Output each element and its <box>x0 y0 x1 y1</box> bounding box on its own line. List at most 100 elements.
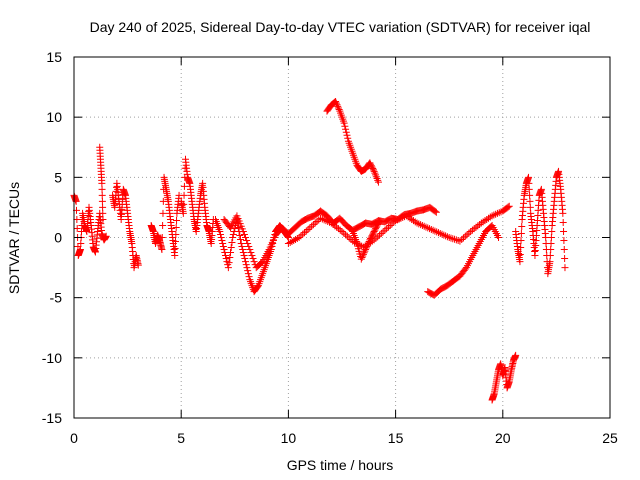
data-point-marker <box>390 218 398 226</box>
data-point-marker <box>495 234 503 241</box>
data-point-marker <box>376 231 384 239</box>
data-point-marker <box>364 239 372 247</box>
data-point-marker <box>300 229 308 237</box>
data-point-marker <box>342 128 350 136</box>
data-point-marker <box>374 233 382 241</box>
data-point-marker <box>451 235 459 243</box>
data-point-marker <box>433 228 441 236</box>
data-point-marker <box>234 223 242 231</box>
data-point-marker <box>559 209 567 217</box>
data-point-marker <box>216 227 224 235</box>
data-point-marker <box>395 215 403 223</box>
data-point-marker <box>219 240 227 248</box>
data-point-marker <box>343 232 351 240</box>
data-point-marker <box>406 214 414 222</box>
data-point-marker <box>483 215 491 223</box>
data-point-marker <box>344 134 352 142</box>
data-point-marker <box>381 226 389 234</box>
data-point-marker <box>525 173 533 181</box>
data-point-marker <box>179 209 187 217</box>
data-point-marker <box>318 215 326 223</box>
data-point-marker <box>492 210 500 218</box>
data-point-marker <box>417 221 425 229</box>
data-point-marker <box>517 237 525 245</box>
data-point-marker <box>73 224 81 232</box>
data-point-marker <box>461 232 469 240</box>
data-point-marker <box>236 231 244 239</box>
data-point-marker <box>237 240 245 248</box>
data-point-marker <box>413 219 421 227</box>
data-point-marker <box>325 218 333 226</box>
data-point-marker <box>442 232 450 240</box>
data-point-marker <box>546 252 554 260</box>
data-point-marker <box>418 221 426 229</box>
data-point-marker <box>504 203 512 211</box>
data-point-marker <box>358 254 366 262</box>
data-point-marker <box>229 230 237 238</box>
data-point-marker <box>102 232 110 240</box>
data-point-marker <box>526 197 534 205</box>
data-point-marker <box>98 179 106 187</box>
data-point-marker <box>360 249 368 257</box>
data-point-marker <box>374 176 382 184</box>
data-point-marker <box>171 252 179 260</box>
data-point-marker <box>447 234 455 242</box>
data-point-marker <box>467 227 475 235</box>
data-point-marker <box>429 226 437 234</box>
data-point-marker <box>373 175 381 183</box>
data-point-marker <box>377 229 385 237</box>
data-point-marker <box>228 239 236 247</box>
data-point-marker <box>159 221 167 229</box>
data-point-marker <box>173 216 181 224</box>
data-point-marker <box>293 235 301 243</box>
series-arc-c <box>109 179 142 272</box>
series-arc-m <box>512 167 569 278</box>
data-point-marker <box>426 225 434 233</box>
data-point-marker <box>336 226 344 234</box>
data-point-marker <box>371 169 379 177</box>
y-tick-label: -15 <box>42 410 62 426</box>
data-point-marker <box>338 227 346 235</box>
data-point-marker <box>158 246 166 254</box>
data-point-marker <box>463 231 471 239</box>
data-point-marker <box>245 273 253 281</box>
data-point-marker <box>386 221 394 229</box>
data-point-marker <box>468 226 476 234</box>
data-point-marker <box>311 219 319 227</box>
data-point-marker <box>302 227 310 235</box>
data-point-marker <box>334 102 342 110</box>
data-point-marker <box>308 222 316 230</box>
data-point-marker <box>415 220 423 228</box>
data-point-marker <box>329 220 337 228</box>
data-point-marker <box>172 230 180 238</box>
data-point-marker <box>243 237 251 245</box>
data-point-marker <box>422 223 430 231</box>
data-point-marker <box>240 230 248 238</box>
data-point-marker <box>333 101 341 109</box>
chart-title: Day 240 of 2025, Sidereal Day-to-day VTE… <box>90 19 591 35</box>
data-point-marker <box>98 185 106 193</box>
data-point-marker <box>244 270 252 278</box>
data-point-marker <box>238 243 246 251</box>
data-point-marker <box>299 230 307 238</box>
data-point-marker <box>324 217 332 225</box>
data-point-marker <box>465 229 473 237</box>
x-tick-label: 25 <box>602 430 618 446</box>
data-point-marker <box>427 225 435 233</box>
data-point-marker <box>374 178 382 186</box>
data-point-marker <box>240 252 248 260</box>
data-point-marker <box>244 267 252 275</box>
data-point-marker <box>98 197 106 205</box>
data-point-marker <box>438 230 446 238</box>
data-point-marker <box>411 218 419 226</box>
data-point-marker <box>486 213 494 221</box>
data-point-marker <box>254 283 262 291</box>
y-tick-label: 0 <box>54 230 62 246</box>
data-point-marker <box>436 229 444 237</box>
data-point-marker <box>158 234 166 241</box>
data-point-marker <box>363 242 371 250</box>
data-point-marker <box>479 218 487 226</box>
data-point-marker <box>516 251 524 259</box>
data-point-marker <box>372 171 380 179</box>
